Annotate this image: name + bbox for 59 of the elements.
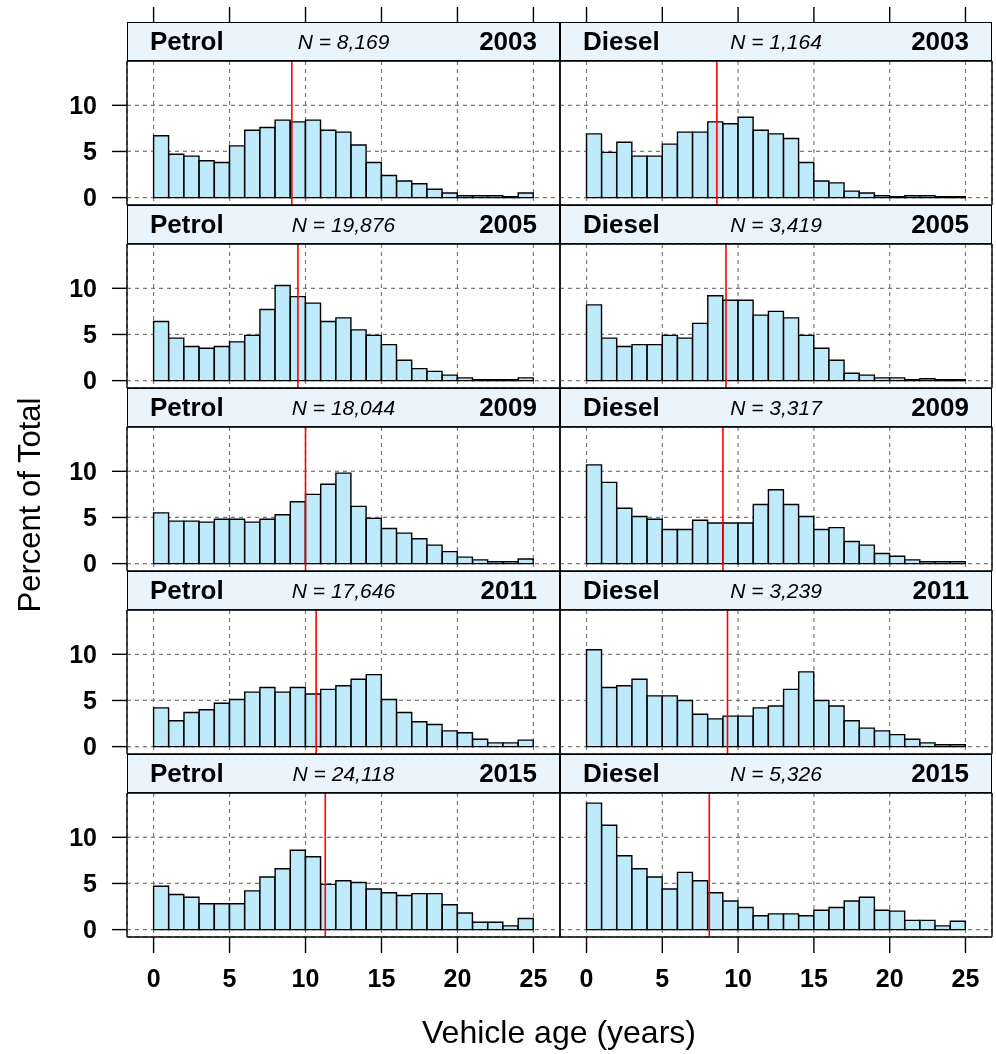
y-tick-label: 5 bbox=[83, 503, 98, 532]
x-tick-label: 25 bbox=[951, 963, 980, 992]
text: 2015 bbox=[479, 758, 537, 789]
y-tick-label: 0 bbox=[83, 183, 97, 212]
y-tick-label: 5 bbox=[83, 869, 98, 898]
x-tick-label: 5 bbox=[222, 963, 237, 992]
x-axis-title: Vehicle age (years) bbox=[422, 1013, 696, 1051]
chart-title: Diesel bbox=[583, 392, 660, 423]
text: N = 3,317 bbox=[730, 395, 822, 420]
y-tick-label: 10 bbox=[69, 274, 97, 303]
y-tick-label: 10 bbox=[69, 823, 97, 852]
x-tick-label: 10 bbox=[724, 963, 753, 992]
y-tick-label: 5 bbox=[83, 320, 98, 349]
y-tick-label: 5 bbox=[83, 137, 98, 166]
text: N = 1,164 bbox=[730, 29, 822, 54]
text: 2003 bbox=[479, 26, 537, 57]
text: 2011 bbox=[480, 575, 537, 606]
x-tick-label: 0 bbox=[579, 963, 594, 992]
chart-title: Petrol bbox=[150, 392, 224, 423]
y-tick-label: 10 bbox=[69, 640, 97, 669]
text: N = 19,876 bbox=[291, 212, 396, 237]
text: 2003 bbox=[911, 26, 969, 57]
y-tick-label: 0 bbox=[83, 915, 97, 944]
y-tick-label: 10 bbox=[69, 457, 97, 486]
y-tick-label: 5 bbox=[83, 686, 98, 715]
y-axis-title: Percent of Total bbox=[12, 397, 48, 613]
text: N = 18,044 bbox=[291, 395, 396, 420]
text: 2011 bbox=[912, 575, 969, 606]
text: N = 8,169 bbox=[297, 29, 390, 54]
text: N = 24,118 bbox=[292, 761, 395, 786]
x-tick-label: 0 bbox=[146, 963, 161, 992]
chart-title: Diesel bbox=[583, 26, 660, 57]
text: N = 5,326 bbox=[730, 761, 822, 786]
y-tick-label: 0 bbox=[83, 732, 97, 761]
text: 2005 bbox=[911, 209, 969, 240]
chart-title: Diesel bbox=[583, 575, 660, 606]
chart-title: Petrol bbox=[150, 575, 224, 606]
x-tick-label: 15 bbox=[799, 963, 828, 992]
text: N = 3,419 bbox=[730, 212, 822, 237]
text: N = 3,239 bbox=[730, 578, 822, 603]
y-tick-label: 0 bbox=[83, 366, 97, 395]
x-tick-label: 20 bbox=[443, 963, 472, 992]
x-tick-label: 15 bbox=[367, 963, 396, 992]
y-tick-label: 10 bbox=[69, 91, 97, 120]
chart-title: Petrol bbox=[150, 26, 224, 57]
x-tick-label: 20 bbox=[875, 963, 904, 992]
chart-title: Diesel bbox=[583, 209, 660, 240]
text: 2005 bbox=[479, 209, 537, 240]
text: 2009 bbox=[911, 392, 969, 423]
chart-title: Petrol bbox=[150, 209, 224, 240]
x-tick-label: 5 bbox=[655, 963, 670, 992]
x-tick-label: 10 bbox=[291, 963, 320, 992]
y-tick-label: 0 bbox=[83, 549, 97, 578]
x-tick-label: 25 bbox=[519, 963, 548, 992]
text: N = 17,646 bbox=[291, 578, 396, 603]
chart-title: Petrol bbox=[150, 758, 224, 789]
chart-title: Diesel bbox=[583, 758, 660, 789]
text: 2009 bbox=[479, 392, 537, 423]
text: 2015 bbox=[911, 758, 969, 789]
